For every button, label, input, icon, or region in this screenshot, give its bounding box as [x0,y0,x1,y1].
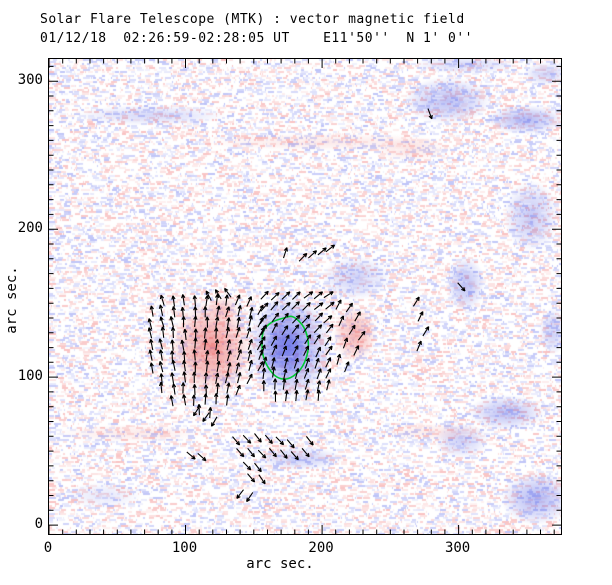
y-tick-label: 100 [17,368,43,385]
figure-subtitle: 01/12/18 02:26:59-02:28:05 UT E11'50'' N… [40,31,473,46]
y-tick-label: 200 [17,220,43,237]
axis-ticks [49,59,561,534]
plot-area [48,58,562,535]
y-tick-label: 0 [34,516,43,533]
x-tick-label: 0 [43,540,53,556]
x-tick-label: 100 [171,540,198,556]
x-axis-title: arc sec. [246,556,314,572]
y-axis-title: arc sec. [4,266,20,334]
magnetogram-canvas [49,59,561,534]
x-tick-label: 300 [444,540,471,556]
x-tick-label: 200 [308,540,334,556]
plot-overlay [49,59,561,534]
flare-contour [261,315,310,380]
y-tick-label: 300 [17,72,43,89]
vector-arrows [147,108,466,503]
figure-title: Solar Flare Telescope (MTK) : vector mag… [40,12,465,27]
